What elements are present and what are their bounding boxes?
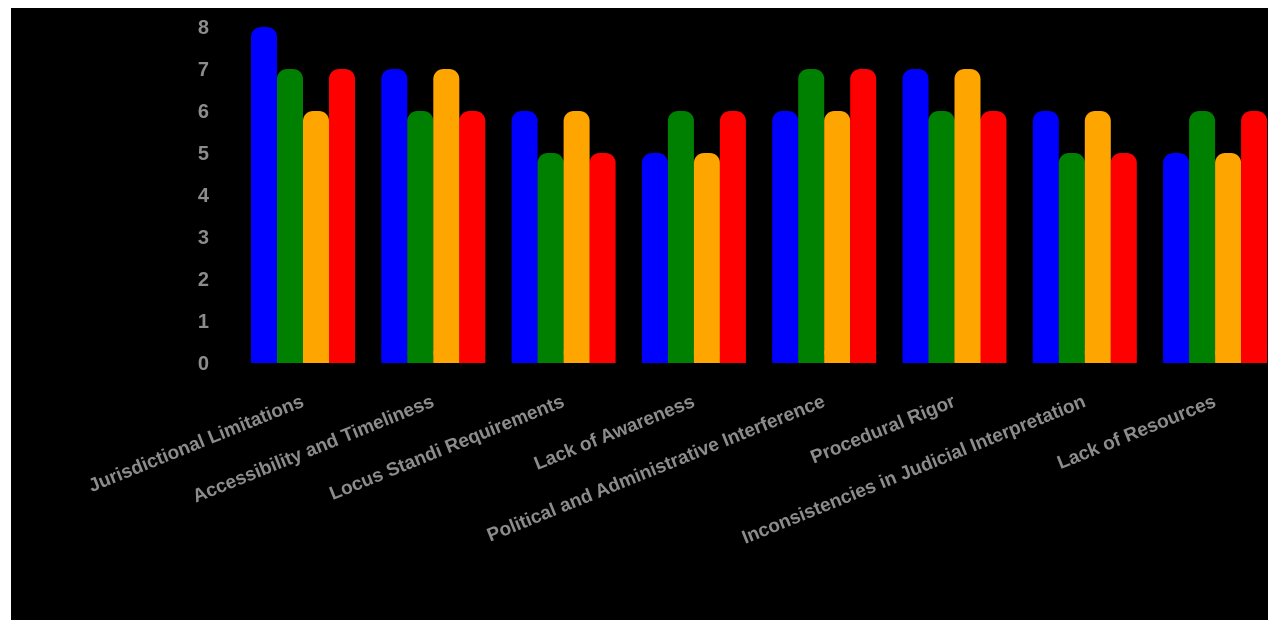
bar-series-2-1: [277, 69, 303, 363]
y-tick-label: 3: [198, 227, 209, 249]
bar-series-3-1: [303, 111, 329, 363]
bar-base: [537, 351, 564, 363]
x-category-label: Locus Standi Requirements: [327, 391, 568, 505]
bar-series-1-7: [1032, 111, 1059, 363]
bar-base: [1058, 351, 1085, 363]
bar-base: [1163, 351, 1190, 363]
bar-series-1-6: [902, 69, 929, 363]
bar-base: [459, 351, 486, 363]
bar-series-2-8: [1189, 111, 1216, 363]
bar-series-2-4: [667, 111, 694, 363]
bar-base: [772, 351, 799, 363]
y-tick-label: 5: [198, 143, 209, 165]
chart-frame: 0 1 2 3 4 5 6 7 8 Jurisdictional Limitations Acce…: [11, 8, 1268, 620]
x-category-label: Jurisdictional Limitations: [86, 391, 307, 497]
bars: [251, 27, 1268, 363]
bar-series-2-3: [537, 153, 564, 363]
bar-base: [381, 351, 408, 363]
bar-series-1-2: [381, 69, 408, 363]
bar-series-1-8: [1163, 153, 1190, 363]
bar-series-3-3: [563, 111, 590, 363]
bar-series-4-6: [980, 111, 1007, 363]
bar-base: [1189, 351, 1216, 363]
bar-base: [980, 351, 1007, 363]
bar-base: [719, 351, 746, 363]
bar-base: [798, 351, 825, 363]
bar-series-2-5: [798, 69, 825, 363]
bar-series-3-8: [1215, 153, 1242, 363]
bar-base: [824, 351, 851, 363]
bar-series-3-2: [433, 69, 460, 363]
bar-series-4-7: [1110, 153, 1137, 363]
x-category-label: Accessibility and Timeliness: [190, 391, 437, 507]
bar-series-1-4: [641, 153, 668, 363]
bar-base: [902, 351, 929, 363]
bar-base: [407, 351, 434, 363]
y-tick-label: 0: [198, 353, 209, 375]
y-tick-label: 7: [198, 59, 209, 81]
bar-base: [1215, 351, 1242, 363]
bar-base: [641, 351, 668, 363]
bar-base: [667, 351, 694, 363]
bar-series-4-5: [850, 69, 877, 363]
bar-base: [303, 351, 329, 363]
y-tick-label: 8: [198, 17, 209, 39]
bar-base: [1241, 351, 1268, 363]
x-axis: Jurisdictional LimitationsAccessibility …: [86, 391, 1219, 549]
y-tick-label: 4: [198, 185, 210, 207]
bar-series-1-5: [772, 111, 799, 363]
bar-base: [329, 351, 355, 363]
bar-base: [277, 351, 303, 363]
bar-base: [563, 351, 590, 363]
bar-base: [1084, 351, 1111, 363]
bar-base: [693, 351, 720, 363]
bar-base: [850, 351, 877, 363]
bar-base: [251, 351, 277, 363]
bar-series-3-5: [824, 111, 851, 363]
bar-series-4-3: [589, 153, 616, 363]
bar-series-1-3: [511, 111, 538, 363]
bar-base: [511, 351, 538, 363]
bar-series-1-1: [251, 27, 277, 363]
bar-base: [954, 351, 981, 363]
bar-base: [1032, 351, 1059, 363]
bar-series-4-4: [719, 111, 746, 363]
bar-series-4-2: [459, 111, 486, 363]
y-tick-label: 2: [198, 269, 209, 291]
bar-series-2-2: [407, 111, 434, 363]
y-tick-label: 1: [198, 311, 209, 333]
bar-base: [589, 351, 616, 363]
bar-series-2-6: [928, 111, 955, 363]
bar-series-2-7: [1058, 153, 1085, 363]
y-tick-label: 6: [198, 101, 209, 123]
bar-series-3-6: [954, 69, 981, 363]
y-axis: 0 1 2 3 4 5 6 7 8: [198, 17, 210, 375]
bar-series-3-4: [693, 153, 720, 363]
bar-base: [1110, 351, 1137, 363]
bar-base: [928, 351, 955, 363]
bar-series-4-1: [329, 69, 355, 363]
bar-chart: 0 1 2 3 4 5 6 7 8 Jurisdictional LimitationsAcce…: [86, 17, 1268, 549]
bar-series-3-7: [1084, 111, 1111, 363]
bar-base: [433, 351, 460, 363]
bar-series-4-8: [1241, 111, 1268, 363]
